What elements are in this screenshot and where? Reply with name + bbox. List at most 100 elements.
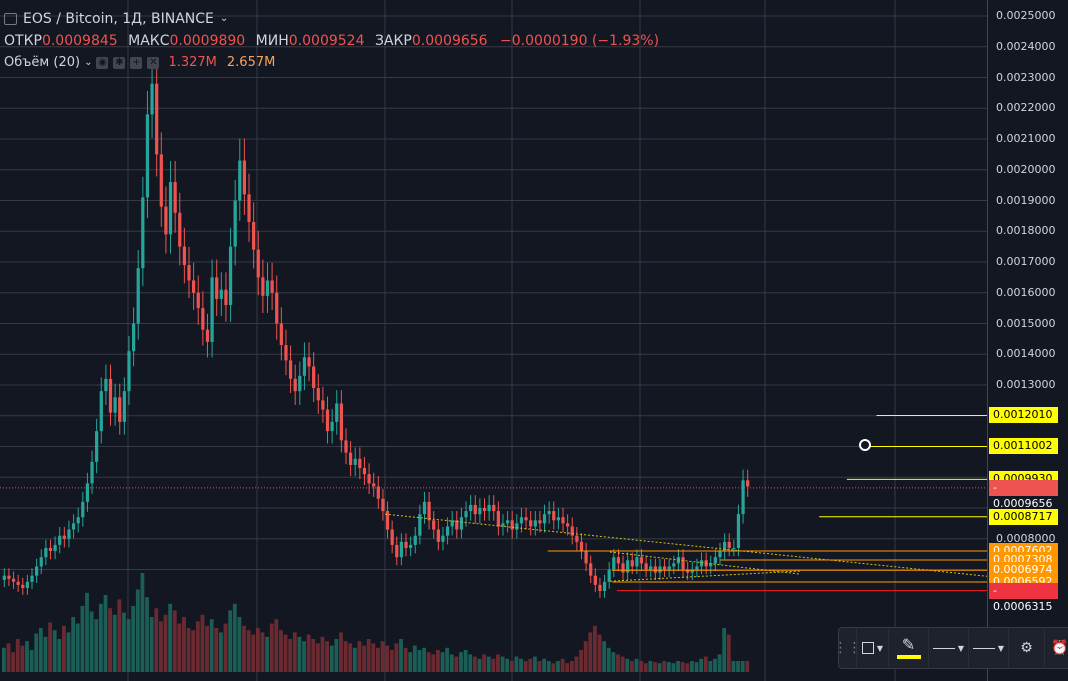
volume-bar xyxy=(556,661,560,672)
candle-body xyxy=(510,520,514,530)
price-level-tag[interactable]: 0.0012010 xyxy=(989,407,1058,424)
candle-body xyxy=(478,508,482,515)
candle-body xyxy=(118,397,122,422)
candle-body xyxy=(598,584,602,592)
volume-bar xyxy=(629,661,634,672)
candle-body xyxy=(201,308,205,330)
candle-body xyxy=(168,182,173,235)
candle-body xyxy=(372,483,376,487)
candle-body xyxy=(538,520,542,524)
volume-bar xyxy=(131,606,136,672)
volume-bar xyxy=(311,639,316,672)
volume-bar xyxy=(509,661,514,672)
price-level-tag[interactable]: 0.0008717 xyxy=(989,508,1058,525)
candle-body xyxy=(741,480,745,515)
chart-area[interactable] xyxy=(0,0,987,681)
volume-bar xyxy=(394,643,399,672)
eye-icon[interactable]: ◉ xyxy=(96,57,109,69)
volume-bar xyxy=(666,662,671,672)
volume-bar xyxy=(708,661,713,672)
candle-body xyxy=(182,246,186,266)
close-icon[interactable]: ✕ xyxy=(147,57,160,69)
price-tick-label: 0.0008000 xyxy=(996,531,1056,545)
volume-bar xyxy=(352,647,357,672)
volume-bar xyxy=(366,639,371,672)
volume-bar xyxy=(223,623,228,672)
symbol-title[interactable]: EOS / Bitcoin, 1Д, BINANCE xyxy=(23,11,214,27)
volume-bar xyxy=(177,623,182,672)
close-label: ЗАКР xyxy=(374,33,412,49)
candle-body xyxy=(242,160,247,195)
candle-body xyxy=(496,511,500,527)
volume-bar xyxy=(232,603,237,672)
candle-body xyxy=(630,560,634,567)
gear-icon[interactable]: ⚙ xyxy=(1009,628,1045,668)
candle-body xyxy=(385,511,390,530)
line-style-dropdown[interactable]: ▼ xyxy=(929,628,969,668)
candle-body xyxy=(339,403,343,441)
volume-bar xyxy=(135,589,140,672)
candle-body xyxy=(99,391,103,432)
close-value: 0.0009656 xyxy=(411,33,488,49)
line-width-dropdown[interactable]: ▼ xyxy=(969,628,1009,668)
pencil-icon[interactable]: ✎ xyxy=(889,628,929,668)
candle-body xyxy=(85,483,90,502)
candle-body xyxy=(256,249,260,278)
gear-icon[interactable]: ✱ xyxy=(113,57,126,69)
candle-body xyxy=(7,575,11,579)
volume-bar xyxy=(339,632,343,672)
candle-body xyxy=(644,563,648,570)
drawing-anchor-handle[interactable] xyxy=(859,439,871,451)
price-level-tag[interactable]: 0.0011002 xyxy=(989,438,1058,455)
volume-bar xyxy=(606,647,611,672)
candle-body xyxy=(404,541,408,548)
rectangle-select-icon[interactable]: ▼ xyxy=(857,628,889,668)
candle-body xyxy=(570,526,574,536)
volume-bar xyxy=(246,630,251,672)
volume-bar xyxy=(523,661,528,672)
volume-row[interactable]: Объём (20) ⌄ ◉ ✱ + ✕ 1.327M 2.657M xyxy=(4,52,659,74)
volume-bar xyxy=(103,595,108,672)
chart-legend: EOS / Bitcoin, 1Д, BINANCE ⌄ ОТКР0.00098… xyxy=(4,8,659,74)
candle-body xyxy=(612,557,616,570)
chevron-down-icon[interactable]: ⌄ xyxy=(84,57,93,68)
volume-bar xyxy=(496,654,500,672)
candle-body xyxy=(270,280,274,293)
candle-body xyxy=(653,566,657,573)
alert-icon[interactable]: ⏰ xyxy=(1051,640,1068,656)
candle-body xyxy=(515,523,519,530)
volume-bar xyxy=(431,654,436,672)
candle-body xyxy=(658,566,662,573)
price-axis[interactable]: 0.0025000 0.0024000 0.0023000 0.0022000 0.00… xyxy=(987,0,1068,681)
volume-bar xyxy=(348,643,353,672)
candle-body xyxy=(275,292,279,324)
volume-bar xyxy=(274,619,279,672)
symbol-menu-icon[interactable] xyxy=(4,13,17,25)
candle-body xyxy=(450,520,454,527)
candle-body xyxy=(25,581,30,588)
candle-body xyxy=(44,547,48,558)
price-level-tag[interactable]: - 0.0006315 xyxy=(989,582,1058,613)
volume-bar xyxy=(463,650,468,672)
drawing-toolbar[interactable]: ⋮⋮ ▼ ✎ ▼ ▼ ⚙ ⏰ xyxy=(834,627,1068,669)
candle-body xyxy=(473,504,477,515)
volume-bar xyxy=(602,641,607,672)
price-tick-label: 0.0018000 xyxy=(996,224,1056,238)
candle-body xyxy=(321,400,325,410)
candle-body xyxy=(732,547,736,549)
candle-body xyxy=(533,520,537,527)
candle-body xyxy=(441,535,445,542)
drag-handle-icon[interactable]: ⋮⋮ xyxy=(834,628,862,668)
candle-body xyxy=(556,517,560,521)
candle-body xyxy=(505,520,510,524)
volume-bar xyxy=(657,663,662,672)
candle-body xyxy=(699,560,704,567)
symbol-row[interactable]: EOS / Bitcoin, 1Д, BINANCE ⌄ xyxy=(4,8,659,30)
candle-body xyxy=(409,544,413,548)
price-chart[interactable] xyxy=(0,0,987,681)
plus-icon[interactable]: + xyxy=(130,57,143,69)
volume-bar xyxy=(472,656,477,672)
volume-label[interactable]: Объём (20) xyxy=(4,55,81,70)
chevron-down-icon[interactable]: ⌄ xyxy=(219,13,229,24)
volume-bar xyxy=(279,630,283,672)
